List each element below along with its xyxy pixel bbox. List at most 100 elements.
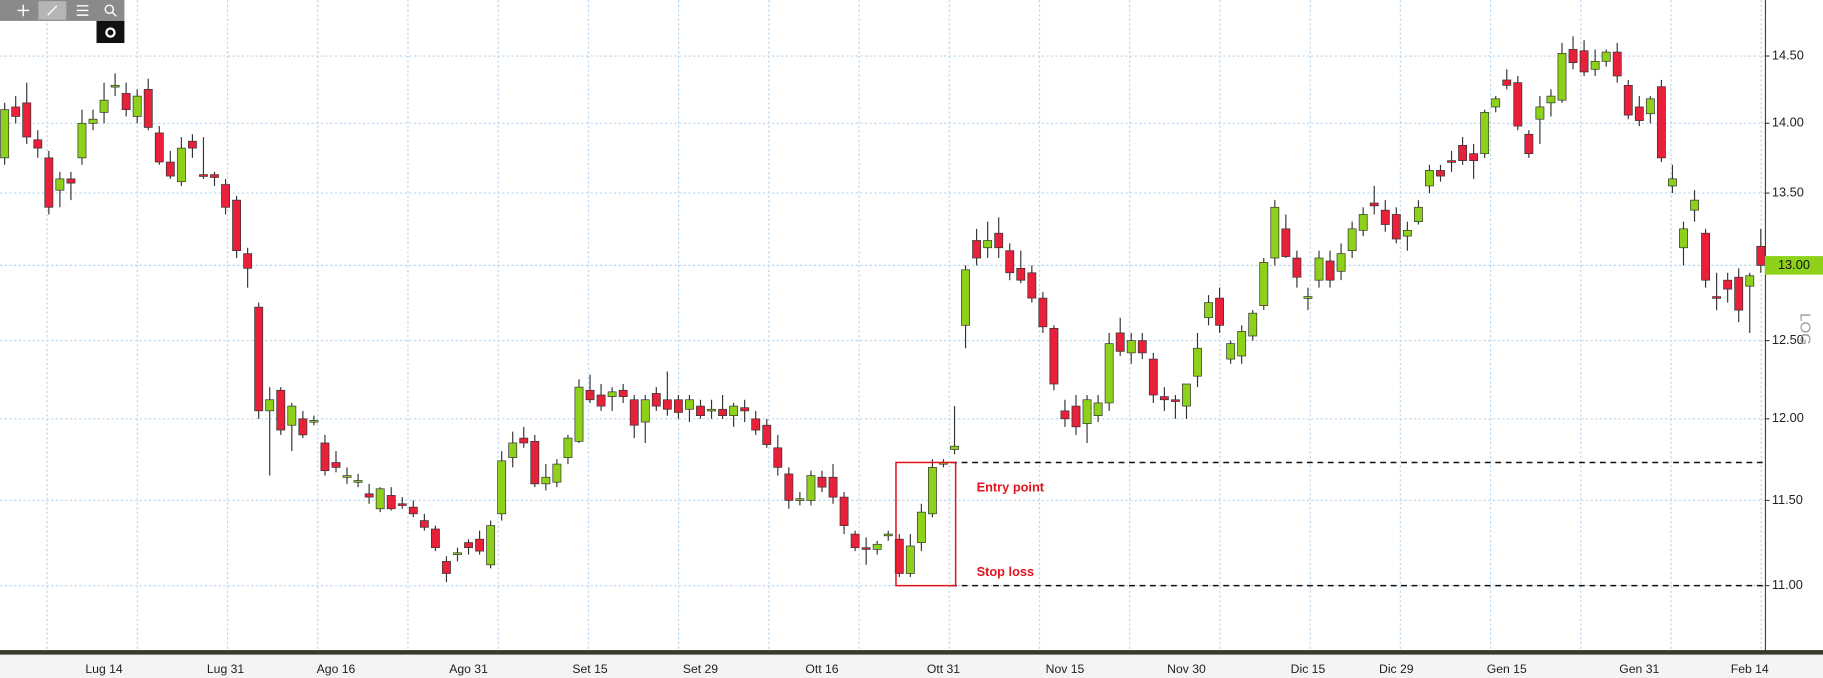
candle-body [386, 495, 396, 510]
candle-body [828, 476, 838, 498]
candle-body [1413, 206, 1423, 222]
candle-body [530, 440, 540, 485]
candle-body [762, 424, 772, 445]
candle-body [585, 389, 595, 401]
candle-body [1557, 53, 1567, 101]
candle-body [905, 545, 915, 574]
candle-body [1358, 214, 1368, 231]
x-tick-label: Ott 16 [805, 662, 838, 676]
candle-body [1292, 257, 1302, 278]
y-tick-label: 11.00 [1772, 577, 1803, 592]
y-tick-label: 14.00 [1772, 115, 1804, 130]
candle-body [1325, 260, 1335, 281]
zoom-icon[interactable] [104, 4, 115, 15]
candle-body [961, 269, 970, 326]
x-tick-label: Set 29 [683, 662, 718, 676]
candle-body [629, 399, 639, 426]
candles-layer [0, 36, 1766, 583]
candle-body [1016, 267, 1026, 281]
candle-body [99, 99, 109, 113]
candle-body [464, 542, 473, 549]
candle-body [121, 93, 131, 111]
candle-body [1546, 95, 1556, 104]
candle-body [1590, 60, 1600, 70]
candle-body [552, 463, 562, 483]
candle-body [1391, 214, 1401, 240]
axes-layer: 11.00 11.50 12.00 12.50 13.00 13.50 14.00 14.50… [85, 47, 1823, 676]
candle-body [740, 407, 750, 412]
candle-body [994, 232, 1004, 249]
candle-body [1425, 170, 1434, 187]
candle-body [784, 473, 794, 501]
x-tick-label: Dic 29 [1379, 662, 1414, 676]
candle-body [1137, 340, 1147, 354]
candle-body [1071, 405, 1081, 428]
candle-body [607, 391, 617, 397]
candle-body [1259, 262, 1269, 306]
candle-body [519, 437, 529, 444]
candle-body [1215, 297, 1225, 326]
candle-body [1270, 206, 1280, 259]
highlight-box [895, 461, 957, 587]
candle-body [883, 533, 893, 537]
candle-body [1513, 82, 1523, 127]
x-tick-label: Gen 15 [1487, 662, 1527, 676]
candle-body [1380, 209, 1390, 225]
candle-body [110, 84, 120, 88]
x-tick-label: Dic 15 [1291, 662, 1326, 676]
candle-body [1148, 358, 1158, 396]
draw-icon[interactable] [47, 5, 58, 16]
y-tick-label: 12.50 [1772, 332, 1804, 347]
candle-body [618, 389, 628, 397]
candle-body [309, 420, 319, 423]
candle-body [563, 437, 573, 458]
candle-body [1458, 144, 1468, 161]
candle-body [1712, 296, 1722, 299]
candle-body [497, 460, 507, 515]
toolbar-button[interactable] [96, 20, 125, 44]
candle-body [298, 418, 308, 436]
candle-body [850, 533, 860, 549]
candle-body [662, 399, 672, 410]
x-tick-label: Lug 14 [85, 662, 122, 676]
candle-body [729, 405, 739, 416]
candle-body [1126, 340, 1136, 354]
candle-body [916, 511, 926, 543]
candle-body [1480, 112, 1490, 155]
candle-body [1060, 410, 1070, 420]
candle-body [1734, 276, 1744, 311]
candle-body [1226, 343, 1236, 360]
last-price-box [1764, 256, 1823, 275]
candle-body [221, 184, 230, 208]
candle-body [1535, 106, 1545, 120]
button-icon [105, 27, 116, 38]
candle-body [1369, 202, 1379, 207]
candle-body [55, 178, 65, 191]
candle-body [1402, 229, 1412, 237]
candle-body [1436, 170, 1445, 177]
candle-body [1469, 153, 1479, 161]
candle-body [1612, 51, 1622, 77]
candle-body [1082, 399, 1092, 424]
y-tick-label: 12.00 [1772, 410, 1804, 425]
x-tick-label: Nov 15 [1046, 662, 1085, 676]
vertical-grid [0, 0, 1765, 652]
crosshair-icon[interactable] [17, 4, 30, 17]
y-tick-label: 14.50 [1772, 47, 1804, 62]
candle-body [950, 445, 959, 450]
candle-body [861, 547, 871, 550]
candle-body [751, 418, 761, 431]
candle-body [353, 480, 363, 483]
candle-body [596, 394, 606, 407]
list-icon[interactable] [76, 5, 89, 16]
candle-body [1248, 312, 1258, 337]
candle-body [199, 174, 208, 177]
candle-body [1005, 250, 1015, 274]
candle-body [1204, 302, 1213, 319]
last-price-label: 13.00 [1778, 257, 1810, 272]
candle-body [685, 399, 694, 410]
candle-body [1756, 245, 1766, 266]
candle-body [453, 552, 462, 555]
candle-body [972, 240, 982, 259]
candle-body [364, 493, 374, 498]
